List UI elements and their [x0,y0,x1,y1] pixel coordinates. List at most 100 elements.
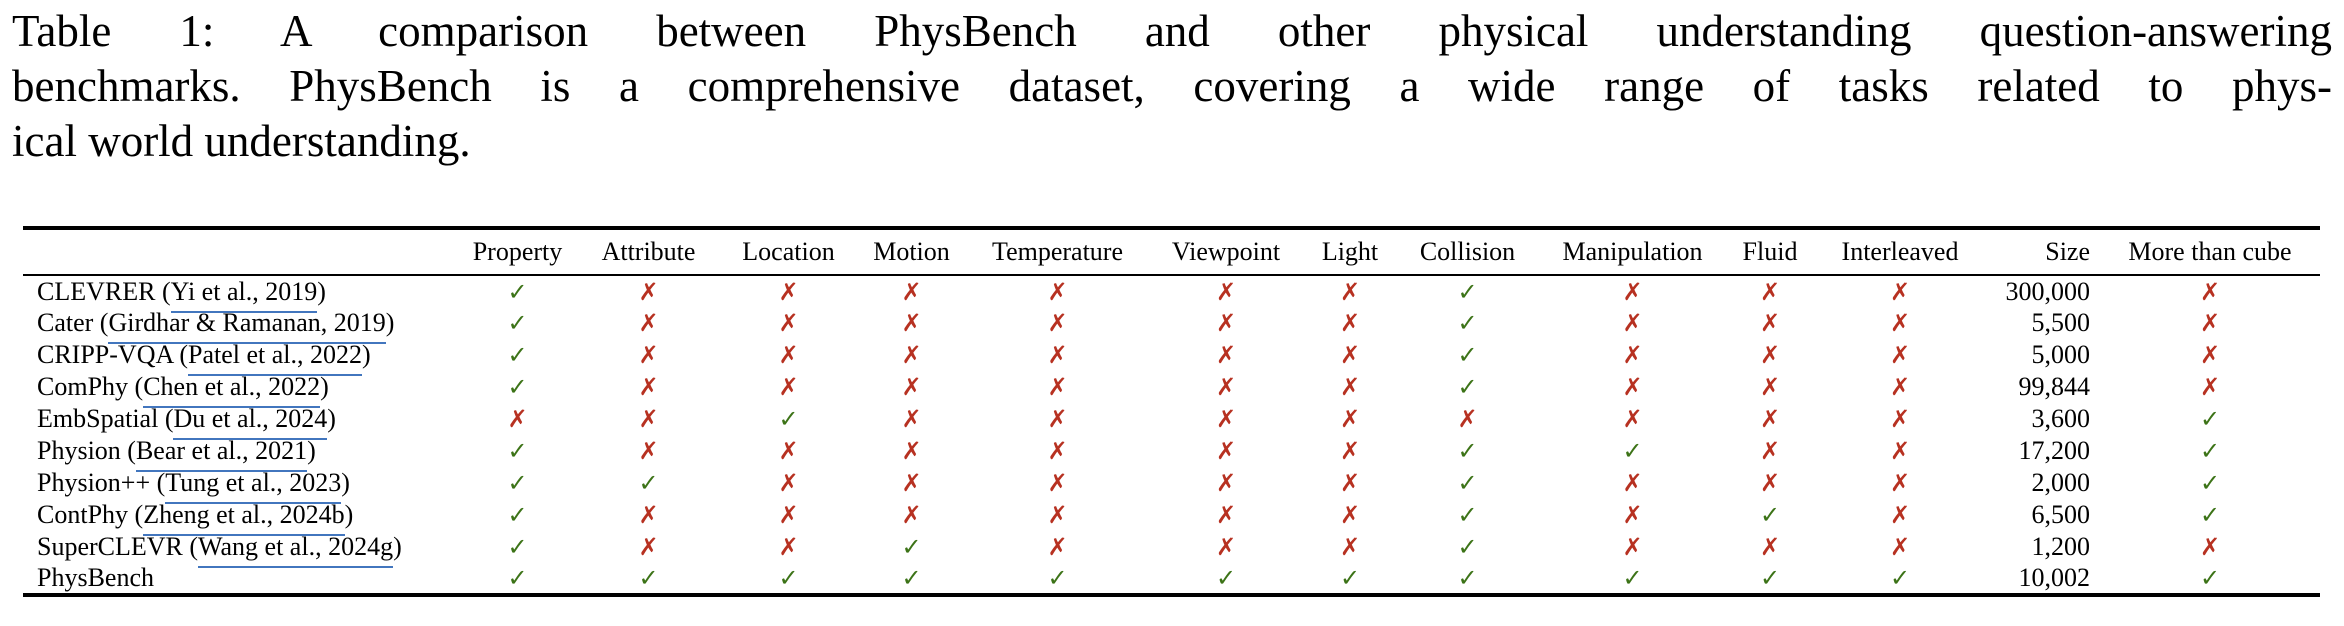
citation-link[interactable]: Girdhar & Ramanan, 2019 [108,308,386,344]
cross-icon: ✗ [901,341,922,369]
column-header-collision: Collision [1395,228,1540,276]
benchmark-label-suffix: ) [362,340,371,369]
benchmark-label: CLEVRER ( [37,276,171,306]
cross-icon: ✗ [1622,533,1643,561]
check-icon: ✓ [2199,564,2221,592]
check-icon: ✓ [1622,437,1643,465]
check-icon: ✓ [1457,437,1478,465]
benchmark-row: Physion (Bear et al., 2021) ✓ ✗ ✗ ✗ ✗ ✗ ✗ ✓ ✓ ✗ ✗ 17… [23,435,2320,472]
citation-link[interactable]: Patel et al., 2022 [187,340,362,376]
citation-link[interactable]: Tung et al., 2023 [165,468,342,504]
column-header-size: Size [1985,228,2100,276]
check-icon: ✓ [2199,437,2221,465]
cross-icon: ✗ [1622,405,1643,433]
check-icon: ✓ [2199,405,2221,433]
size-value: 300,000 [2005,276,2091,306]
cross-icon: ✗ [1889,533,1911,561]
cross-icon: ✗ [1047,533,1068,561]
check-icon: ✓ [1457,533,1478,561]
check-icon: ✓ [1047,564,1068,592]
cross-icon: ✗ [778,309,799,337]
benchmark-label: Physion ( [37,436,136,465]
check-icon: ✓ [2199,501,2221,529]
check-icon: ✓ [507,533,528,561]
cross-icon: ✗ [901,469,922,497]
benchmark-row: Cater (Girdhar & Ramanan, 2019) ✓ ✗ ✗ ✗ ✗ ✗ ✗ ✓ ✗… [23,307,2320,344]
column-header-location: Location [722,228,855,276]
cross-icon: ✗ [1047,469,1068,497]
cross-icon: ✗ [1759,533,1781,561]
check-icon: ✓ [638,469,659,497]
cross-icon: ✗ [1622,469,1643,497]
table-caption: Table 1: A comparison between PhysBench … [12,4,2332,169]
check-icon: ✓ [1759,501,1781,529]
column-header-interleaved: Interleaved [1815,228,1985,276]
cross-icon: ✗ [1889,437,1911,465]
cross-icon: ✗ [778,469,799,497]
cross-icon: ✗ [638,533,659,561]
citation-link[interactable]: Bear et al., 2021 [135,436,308,472]
check-icon: ✓ [1457,373,1478,401]
check-icon: ✓ [901,533,922,561]
column-header-property: Property [460,228,575,276]
cross-icon: ✗ [1215,309,1237,337]
benchmark-name: CLEVRER (Yi et al., 2019) [23,275,460,313]
benchmark-label-suffix: ) [344,500,354,529]
benchmark-row: CLEVRER (Yi et al., 2019) ✓ ✗ ✗ ✗ ✗ ✗ ✗ ✓ ✗ ✗ ✗ 300,… [23,275,2320,313]
cross-icon: ✗ [1339,309,1361,337]
cross-icon: ✗ [1889,405,1911,433]
citation-link[interactable]: Yi et al., 2019 [170,276,318,313]
cross-icon: ✗ [1759,405,1781,433]
size-value: 2,000 [2031,468,2091,497]
check-icon: ✓ [1339,564,1361,592]
benchmark-name: CRIPP-VQA (Patel et al., 2022) [23,339,460,376]
benchmark-label: PhysBench [37,563,154,592]
cross-icon: ✗ [1215,277,1237,306]
cross-icon: ✗ [1889,341,1911,369]
cross-icon: ✗ [1457,405,1478,433]
column-header-fluid: Fluid [1725,228,1815,276]
check-icon: ✓ [638,564,659,592]
cross-icon: ✗ [1622,309,1643,337]
cross-icon: ✗ [1215,533,1237,561]
cross-icon: ✗ [1759,341,1781,369]
benchmark-row: CRIPP-VQA (Patel et al., 2022) ✓ ✗ ✗ ✗ ✗ ✗ ✗ ✓ ✗ ✗… [23,339,2320,376]
cross-icon: ✗ [2199,373,2221,401]
benchmark-label: ComPhy ( [37,372,144,401]
column-header-light: Light [1305,228,1395,276]
cross-icon: ✗ [1622,373,1643,401]
check-icon: ✓ [1759,564,1781,592]
size-value: 1,200 [2031,532,2091,561]
size-value: 5,000 [2031,340,2091,369]
cross-icon: ✗ [1759,437,1781,465]
benchmark-name: PhysBench [23,563,460,595]
citation-link[interactable]: Wang et al., 2024g [198,532,394,568]
citation-link[interactable]: Du et al., 2024 [173,404,328,440]
citation-link[interactable]: Zheng et al., 2024b [143,500,345,536]
column-header-benchmark [23,228,460,276]
check-icon: ✓ [507,469,528,497]
cross-icon: ✗ [638,277,659,306]
cross-icon: ✗ [638,309,659,337]
column-header-manipulation: Manipulation [1540,228,1725,276]
citation-link[interactable]: Chen et al., 2022 [143,372,321,408]
cross-icon: ✗ [1339,469,1361,497]
benchmark-label-suffix: ) [320,372,329,401]
benchmark-label: SuperCLEVR ( [37,532,199,561]
benchmark-label-suffix: ) [341,468,350,497]
cross-icon: ✗ [1622,501,1643,529]
benchmark-name: ContPhy (Zheng et al., 2024b) [23,499,460,536]
benchmark-label: EmbSpatial ( [37,404,174,433]
cross-icon: ✗ [1215,373,1237,401]
cross-icon: ✗ [778,437,799,465]
cross-icon: ✗ [1215,469,1237,497]
check-icon: ✓ [507,564,528,592]
benchmark-label: CRIPP-VQA ( [37,340,188,369]
benchmark-label-suffix: ) [385,308,395,337]
benchmark-label: ContPhy ( [37,500,144,529]
cross-icon: ✗ [778,341,799,369]
benchmark-name: SuperCLEVR (Wang et al., 2024g) [23,531,460,568]
size-value: 3,600 [2031,404,2091,433]
cross-icon: ✗ [778,277,799,306]
cross-icon: ✗ [901,373,922,401]
